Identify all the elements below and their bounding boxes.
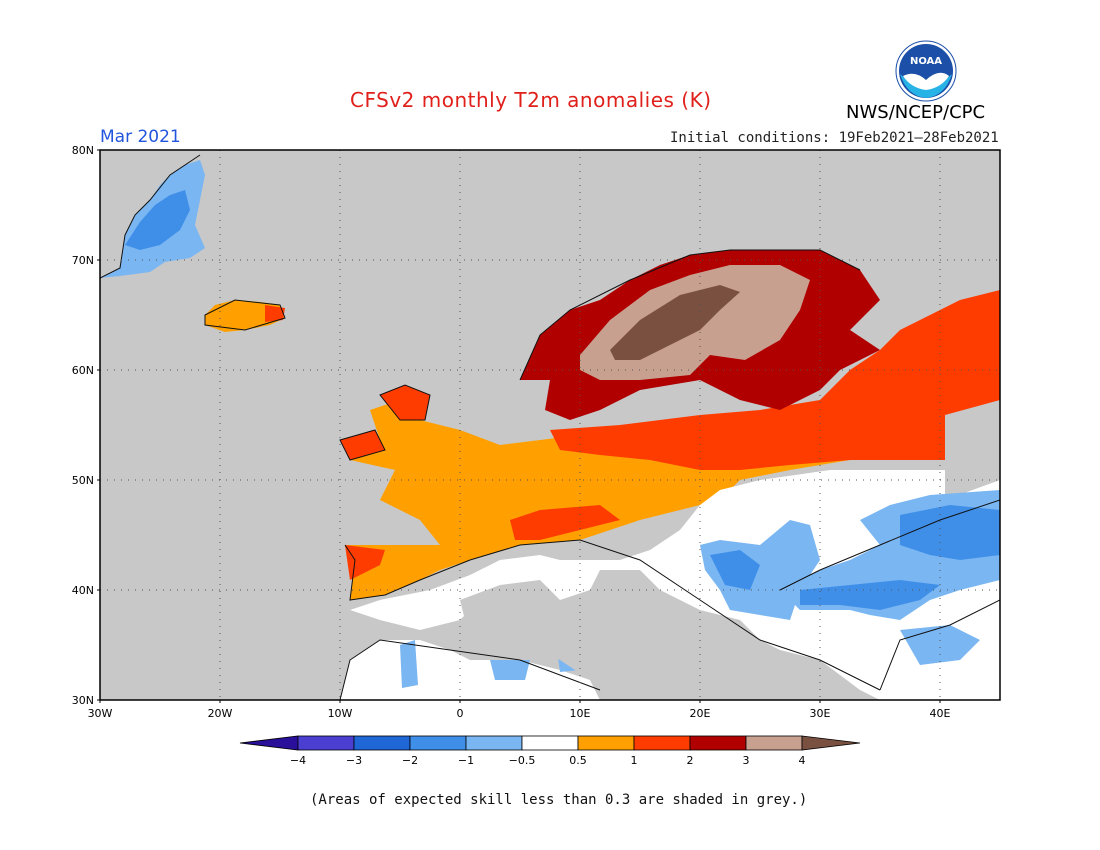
map-frame [99, 149, 1001, 701]
colorbar-tick-label: −3 [346, 754, 362, 767]
colorbar-tick-label: −0.5 [509, 754, 536, 767]
agency-label: NWS/NCEP/CPC [846, 102, 986, 123]
month-label: Mar 2021 [100, 127, 181, 147]
page-title: CFSv2 monthly T2m anomalies (K) [350, 88, 712, 112]
colorbar-swatch [745, 735, 803, 751]
footnote: (Areas of expected skill less than 0.3 a… [310, 792, 808, 808]
lat-tick-label: 70N [72, 254, 94, 267]
scandinavia-peak-anomaly [610, 285, 740, 360]
colorbar-swatch [353, 735, 411, 751]
lat-tick-label: 30N [72, 694, 94, 707]
map-ticks: 30N 40N 50N 60N 70N 80N 30W 20W 10W 0 10E 20E 30E 40E [72, 144, 951, 720]
lon-tick-label: 20E [690, 707, 711, 720]
colorbar-tick-label: 4 [799, 754, 806, 767]
lon-tick-label: 10E [570, 707, 591, 720]
greenland-anomaly-strong [125, 190, 190, 250]
initial-conditions-label: Initial conditions: 19Feb2021–28Feb2021 [670, 130, 999, 146]
lon-tick-label: 40E [930, 707, 951, 720]
colorbar-swatch [801, 735, 861, 751]
lat-tick-label: 40N [72, 584, 94, 597]
low-skill-mask [460, 580, 870, 700]
lon-tick-label: 10W [328, 707, 353, 720]
map-gridlines [100, 150, 1000, 700]
lat-tick-label: 60N [72, 364, 94, 377]
colorbar-swatch [239, 735, 299, 751]
colorbar-tick-label: −4 [290, 754, 306, 767]
colorbar-swatch [577, 735, 635, 751]
lon-tick-label: 20W [208, 707, 233, 720]
colorbar-tick-label: 2 [687, 754, 694, 767]
colorbar-tick-label: 3 [743, 754, 750, 767]
europe-hot-anomaly [510, 505, 620, 540]
colorbar-swatch [689, 735, 747, 751]
colorbar-swatch [465, 735, 523, 751]
colorbar-tick-label: −1 [458, 754, 474, 767]
russia-hot-anomaly [550, 290, 1000, 470]
lon-tick-label: 30E [810, 707, 831, 720]
svg-text:NOAA: NOAA [910, 56, 942, 67]
noaa-logo-icon: NOAA [895, 40, 957, 102]
anomaly-fields [100, 160, 1000, 700]
colorbar-swatch [409, 735, 467, 751]
mediterranean-neutral [350, 470, 1000, 700]
colorbar-tick-label: 0.5 [569, 754, 587, 767]
colorbar-tick-label: 1 [631, 754, 638, 767]
lat-tick-label: 50N [72, 474, 94, 487]
colorbar-tick-label: −2 [402, 754, 418, 767]
colorbar-swatch [297, 735, 355, 751]
lat-tick-label: 80N [72, 144, 94, 157]
lon-tick-label: 0 [457, 707, 464, 720]
coastlines [100, 154, 1000, 700]
colorbar-swatch [521, 735, 579, 751]
colorbar-swatch [633, 735, 691, 751]
lon-tick-label: 30W [88, 707, 113, 720]
